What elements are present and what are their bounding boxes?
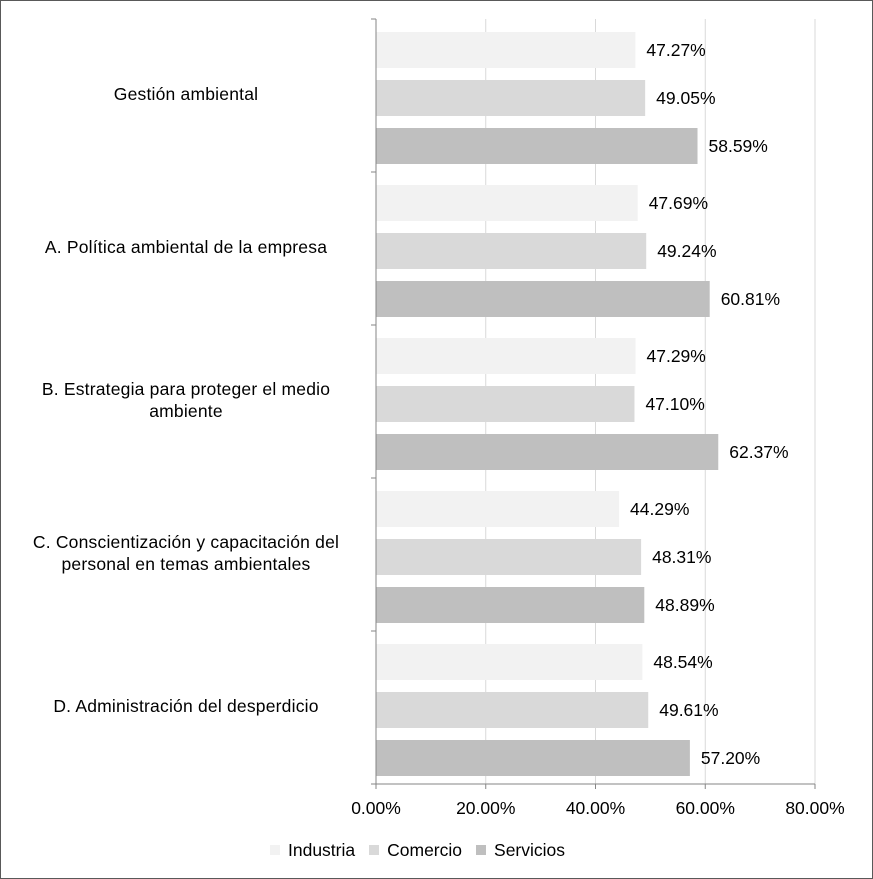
data-label: 49.05% — [656, 88, 715, 108]
data-label: 47.29% — [647, 346, 706, 366]
data-label: 47.27% — [646, 40, 705, 60]
x-tick-label: 20.00% — [456, 798, 515, 818]
category-label: B. Estrategia para proteger el medio ambi… — [41, 378, 331, 421]
legend-label: Industria — [288, 839, 356, 860]
bar-comercio — [376, 233, 647, 269]
x-tick-label: 60.00% — [676, 798, 735, 818]
bar-servicios — [376, 740, 690, 776]
bar-servicios — [376, 128, 698, 164]
data-label: 48.89% — [655, 595, 714, 615]
category-label: Gestión ambiental — [113, 83, 259, 104]
bar-industria — [376, 338, 636, 374]
bar-comercio — [376, 539, 642, 575]
bar-comercio — [376, 386, 635, 422]
legend-item: Servicios — [476, 840, 565, 861]
data-label: 49.61% — [659, 700, 718, 720]
legend-label: Servicios — [494, 839, 566, 860]
category-label: A. Política ambiental de la empresa — [44, 236, 328, 257]
data-label: 48.54% — [653, 652, 712, 672]
legend-swatch — [369, 845, 380, 855]
data-label: 47.10% — [645, 394, 704, 414]
bar-comercio — [376, 692, 649, 728]
bar-servicios — [376, 587, 645, 623]
legend-item: Industria — [270, 840, 355, 861]
data-label: 60.81% — [721, 289, 780, 309]
data-label: 44.29% — [630, 499, 689, 519]
bar-servicios — [376, 434, 719, 470]
bar-servicios — [376, 281, 710, 317]
x-tick-label: 40.00% — [566, 798, 625, 818]
category-label: D. Administración del desperdicio — [53, 695, 319, 716]
category-label: C. Conscientización y capacitación del pe… — [32, 531, 340, 574]
data-label: 47.69% — [649, 193, 708, 213]
x-tick-label: 0.00% — [351, 798, 401, 818]
bar-industria — [376, 644, 643, 680]
bar-industria — [376, 185, 638, 221]
legend: Industria Comercio Servicios — [270, 838, 579, 862]
bar-industria — [376, 491, 620, 527]
legend-swatch — [476, 845, 487, 855]
data-label: 62.37% — [729, 442, 788, 462]
bar-industria — [376, 32, 636, 68]
data-label: 58.59% — [709, 136, 768, 156]
x-tick-label: 80.00% — [785, 798, 844, 818]
legend-label: Comercio — [387, 839, 463, 860]
legend-item: Comercio — [369, 840, 462, 861]
legend-swatch — [270, 845, 280, 855]
bar-comercio — [376, 80, 646, 116]
data-label: 49.24% — [657, 241, 716, 261]
data-label: 48.31% — [652, 547, 711, 567]
data-label: 57.20% — [701, 748, 760, 768]
